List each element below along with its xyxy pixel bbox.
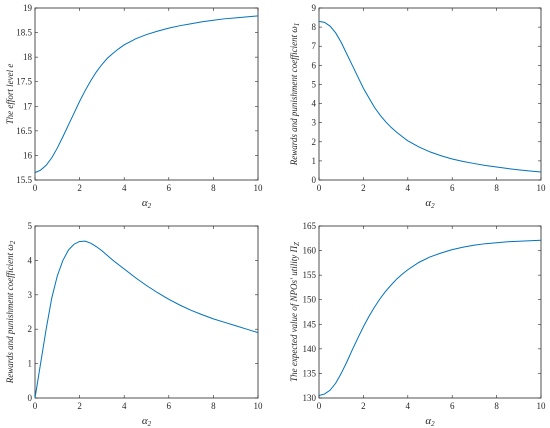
x-tick-label: 6 — [167, 183, 172, 193]
series-line — [34, 15, 259, 174]
x-tick-label: 4 — [122, 183, 127, 193]
y-tick-label: 130 — [303, 393, 317, 403]
series-line — [318, 239, 542, 397]
y-axis-label: Rewards and punishment coefficient ω1 — [289, 23, 301, 167]
y-tick-label: 19 — [23, 3, 33, 13]
y-tick-label: 3 — [28, 290, 33, 300]
y-axis-label: The effort level e — [5, 64, 15, 125]
x-tick-label: 8 — [494, 401, 499, 411]
y-tick-label: 15.5 — [16, 175, 32, 185]
x-tick-label: 2 — [77, 183, 82, 193]
x-axis-label: α2 — [142, 197, 152, 210]
x-tick-label: 4 — [406, 401, 411, 411]
y-tick-label: 4 — [28, 255, 33, 265]
y-tick-label: 16.5 — [16, 126, 32, 136]
x-tick-label: 10 — [254, 401, 264, 411]
x-tick-label: 8 — [211, 183, 216, 193]
y-tick-label: 6 — [312, 60, 317, 70]
x-tick-label: 0 — [317, 183, 322, 193]
y-tick-label: 9 — [312, 3, 317, 13]
x-tick-label: 2 — [77, 401, 82, 411]
x-tick-label: 4 — [406, 183, 411, 193]
axes-box — [318, 225, 542, 399]
x-tick-label: 4 — [122, 401, 127, 411]
x-tick-label: 10 — [537, 401, 547, 411]
series-line — [34, 240, 259, 399]
y-tick-label: 4 — [312, 99, 317, 109]
y-tick-label: 140 — [303, 344, 317, 354]
y-tick-label: 150 — [303, 295, 317, 305]
axes-box — [34, 7, 259, 181]
y-tick-label: 135 — [303, 368, 317, 378]
panel-omega2: 0 2 4 6 8 10 0 1 2 3 4 5 α2 Rewards and punishment co… — [5, 221, 263, 428]
x-tick-label: 8 — [494, 183, 499, 193]
x-tick-label: 6 — [167, 401, 172, 411]
x-tick-label: 0 — [33, 183, 38, 193]
y-tick-label: 17 — [23, 101, 33, 111]
y-tick-label: 16 — [23, 150, 33, 160]
series-line — [318, 20, 542, 173]
x-axis-label: α2 — [425, 197, 435, 210]
x-tick-label: 10 — [537, 183, 547, 193]
y-tick-label: 0 — [312, 175, 317, 185]
panel-effort-level: 0 2 4 6 8 10 15.5 16 16.5 17 17.5 18 18.5 19 α2 The eff… — [5, 3, 263, 210]
x-axis-label: α2 — [425, 415, 435, 428]
y-tick-label: 18 — [23, 52, 33, 62]
y-tick-label: 5 — [312, 79, 317, 89]
y-tick-label: 160 — [303, 246, 317, 256]
y-axis-label: Rewards and punishment coefficient ω2 — [5, 240, 17, 384]
y-tick-label: 1 — [28, 359, 33, 369]
x-tick-label: 2 — [361, 183, 366, 193]
y-tick-label: 18.5 — [16, 28, 32, 38]
x-tick-label: 10 — [254, 183, 264, 193]
y-tick-label: 2 — [28, 324, 33, 334]
panel-omega1: 0 2 4 6 8 10 0 1 2 3 4 5 6 7 8 9 α2 Rewards and punishmen… — [289, 3, 546, 210]
y-tick-label: 17.5 — [16, 77, 32, 87]
y-tick-label: 7 — [312, 41, 317, 51]
axes-box — [34, 225, 259, 399]
x-tick-label: 0 — [33, 401, 38, 411]
x-tick-label: 0 — [317, 401, 322, 411]
y-tick-label: 5 — [28, 221, 33, 231]
y-axis-label: The expected value of NPOs' utility ΠZ — [289, 242, 301, 382]
y-tick-label: 0 — [28, 393, 33, 403]
y-tick-label: 155 — [303, 270, 317, 280]
y-tick-label: 2 — [312, 137, 317, 147]
y-tick-label: 8 — [312, 22, 317, 32]
x-tick-label: 6 — [450, 401, 455, 411]
x-tick-label: 6 — [450, 183, 455, 193]
y-tick-label: 1 — [312, 156, 317, 166]
y-tick-label: 3 — [312, 118, 317, 128]
x-axis-label: α2 — [142, 415, 152, 428]
x-tick-label: 8 — [211, 401, 216, 411]
panel-npo-utility: 0 2 4 6 8 10 130 135 140 145 150 155 160 165 α2 The exp… — [289, 221, 546, 428]
x-tick-label: 2 — [361, 401, 366, 411]
y-tick-label: 145 — [303, 319, 317, 329]
y-tick-label: 165 — [303, 221, 317, 231]
axes-box — [318, 7, 542, 181]
